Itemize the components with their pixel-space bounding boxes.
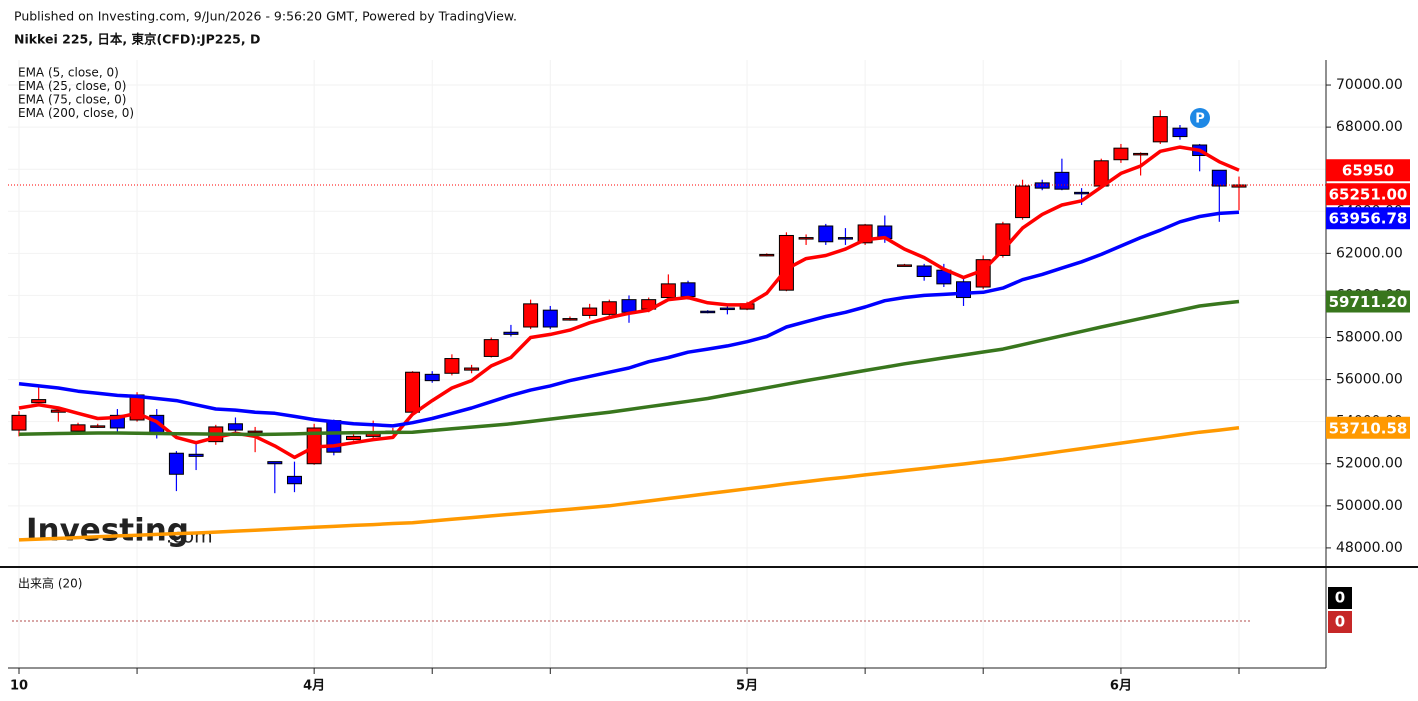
ema-line: [18, 299, 1240, 437]
legend-entry: EMA (5, close, 0): [18, 66, 119, 80]
y-tick-label: 68000.00: [1336, 119, 1403, 135]
candle-body: [247, 430, 263, 434]
candle-body: [700, 310, 716, 314]
candle-body: [503, 331, 519, 335]
price-label-box: [1326, 159, 1410, 182]
price-label-box: [1326, 290, 1410, 313]
candle-body: [621, 299, 637, 313]
candle-body: [1133, 152, 1149, 156]
plot: [8, 110, 1326, 542]
source-line: Published on Investing.com, 9/Jun/2026 -…: [14, 9, 517, 24]
candle-body: [1172, 127, 1188, 138]
candle-body: [70, 424, 86, 432]
x-tick-label: 10: [10, 679, 28, 694]
x-tick-label: 5月: [736, 679, 758, 694]
candle-body: [778, 234, 794, 291]
candle-body: [719, 307, 735, 311]
candle-body: [542, 309, 558, 328]
candle-body: [818, 225, 834, 243]
candle-body: [405, 371, 421, 413]
candle-body: [227, 423, 243, 431]
price-label: 59711.20: [1329, 293, 1408, 311]
price-label: 65251.00: [1329, 186, 1408, 204]
price-labels: 65950 65251.00 63956.78 59711.20 53710.58: [1326, 159, 1410, 439]
candle-body: [523, 303, 539, 328]
watermark: Investing: [26, 513, 189, 549]
candle-body: [424, 373, 440, 382]
legend-entry: EMA (200, close, 0): [18, 106, 134, 120]
candle-body: [562, 318, 578, 321]
candle-body: [916, 265, 932, 277]
price-label: 53710.58: [1329, 419, 1408, 437]
x-tick-label: 4月: [303, 679, 325, 694]
candle-body: [267, 461, 283, 465]
legend-entry: EMA (25, close, 0): [18, 79, 126, 93]
y-tick-label: 70000.00: [1336, 77, 1403, 93]
y-tick-label: 58000.00: [1336, 330, 1403, 346]
marker: [1190, 108, 1210, 128]
candle-body: [11, 414, 27, 431]
candle-body: [168, 452, 184, 475]
candle-body: [1211, 169, 1227, 187]
candle-body: [1152, 116, 1168, 143]
candle-body: [444, 358, 460, 374]
ema-line: [18, 145, 1240, 460]
y-tick-label: 52000.00: [1336, 456, 1403, 472]
volume-label: 0: [1335, 589, 1345, 607]
volume-label-box: [1328, 611, 1352, 633]
volume-title: 出来高 (20): [18, 576, 82, 591]
y-tick-label: 50000.00: [1336, 498, 1403, 514]
price-label: 63956.78: [1329, 210, 1408, 228]
y-tick-label: 48000.00: [1336, 540, 1403, 556]
candle-body: [188, 453, 204, 457]
candle-body: [798, 237, 814, 240]
price-label-box: [1326, 416, 1410, 439]
price-label-box: [1326, 183, 1410, 206]
legend-entry: EMA (75, close, 0): [18, 93, 126, 107]
y-tick-label: 56000.00: [1336, 372, 1403, 388]
candle-body: [601, 301, 617, 315]
candle-body: [1113, 147, 1129, 161]
volume-label-box: [1328, 587, 1352, 609]
candle-body: [660, 283, 676, 299]
price-label: 65950: [1342, 162, 1394, 180]
candle-body: [582, 307, 598, 316]
candle-body: [680, 282, 696, 297]
candle-body: [1074, 191, 1090, 195]
marker-label: P: [1195, 112, 1205, 127]
x-tick-label: 6月: [1110, 679, 1132, 694]
legend: EMA (5, close, 0)EMA (25, close, 0)EMA (…: [18, 66, 134, 121]
y-tick-label: 62000.00: [1336, 245, 1403, 261]
candle-body: [346, 435, 362, 441]
watermark: .com: [166, 526, 213, 548]
candle-body: [464, 367, 480, 371]
candle-body: [90, 425, 106, 428]
candle-body: [1034, 182, 1050, 189]
volume-label: 0: [1335, 613, 1345, 631]
candle-body: [1054, 171, 1070, 190]
candle-body: [837, 237, 853, 240]
candle-body: [896, 264, 912, 267]
candle-body: [1015, 185, 1031, 219]
chart-title: Nikkei 225, 日本, 東京(CFD):JP225, D: [14, 32, 260, 47]
ema-line: [18, 426, 1240, 542]
price-label-box: [1326, 207, 1410, 230]
candle-body: [31, 399, 47, 404]
candle-body: [286, 475, 302, 485]
candle-body: [759, 253, 775, 257]
candle-body: [483, 339, 499, 357]
ema-line: [18, 210, 1240, 428]
